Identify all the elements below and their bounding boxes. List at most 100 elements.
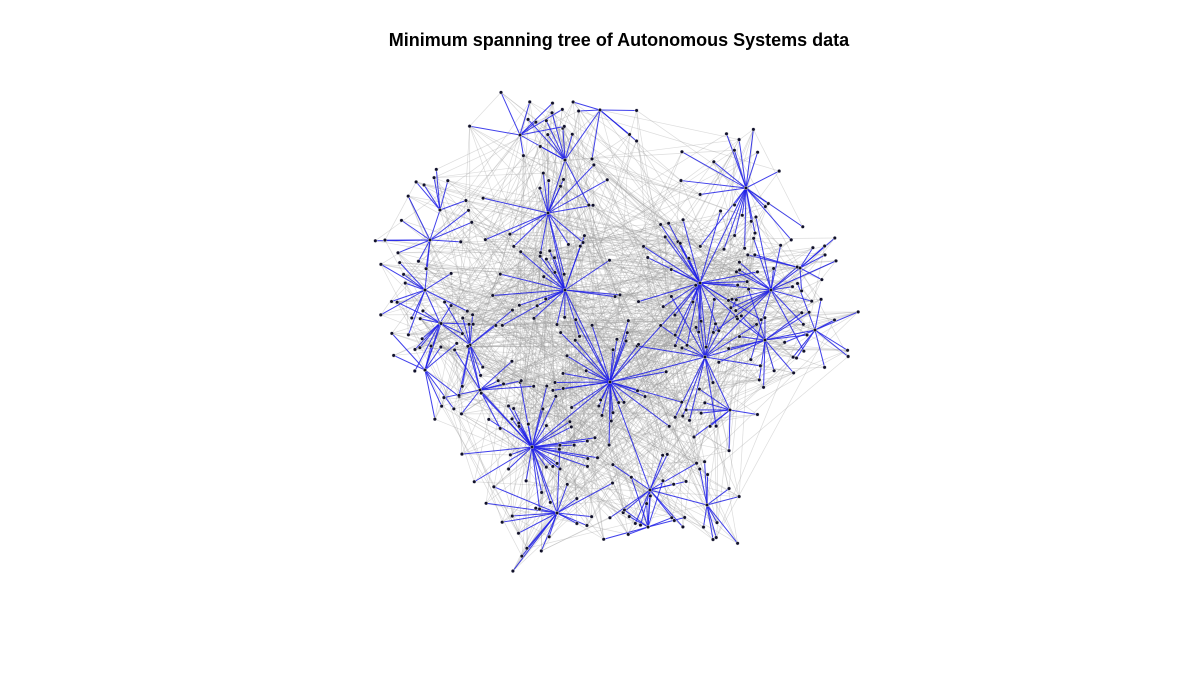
background-edge [533,318,605,540]
background-edge [403,274,628,334]
background-edge [460,237,835,243]
background-edge [666,317,766,455]
background-edge [380,210,469,265]
tree-edge [764,312,803,341]
background-edge [591,158,701,195]
background-edge [583,222,669,243]
tree-edge [609,489,651,519]
graph-node [550,101,555,106]
tree-edge [454,349,481,391]
graph-node [510,308,515,313]
background-edge [597,310,737,458]
background-edge [636,110,697,464]
graph-node [409,315,414,320]
background-edge [440,346,455,351]
tree-edge [792,329,816,358]
background-edge [556,324,649,528]
background-edge [563,126,676,316]
background-edge [472,314,587,372]
background-edge [715,290,802,427]
graph-node [832,235,837,240]
background-edge [419,347,568,357]
graph-node [396,250,401,255]
tree-edge [562,128,566,161]
graph-node [584,368,589,373]
background-edge [498,254,755,382]
tree-edge [543,276,566,291]
background-edge [520,251,719,332]
background-edge [695,284,762,321]
background-edge [519,251,522,383]
background-edge [482,366,611,383]
background-edge [492,252,541,296]
background-edge [753,129,804,227]
background-edge [593,164,808,336]
background-edge [435,169,481,376]
background-edge [763,357,797,388]
graph-node [442,300,447,305]
background-edge [468,210,535,319]
graph-node [508,452,513,457]
background-edge [512,254,748,311]
background-edge [547,127,564,135]
background-edge [594,437,625,511]
background-edge [479,389,668,455]
background-edge [536,305,705,462]
background-edge [685,268,774,482]
background-edge [643,246,752,360]
tree-edge [699,282,702,322]
tree-edge [469,314,474,346]
tree-edge [649,489,684,528]
graph-node [391,353,396,358]
graph-node [759,317,764,322]
background-edge [440,346,587,372]
graph-node [682,515,687,520]
background-edge [397,247,813,303]
background-edge [549,373,564,503]
tree-edge [533,289,566,319]
background-edge [520,276,545,381]
graph-node [526,422,531,427]
background-edge [418,260,556,383]
graph-node [595,455,600,460]
background-edge [485,101,531,240]
background-edge [539,285,696,510]
background-edge [513,155,524,409]
background-edge [606,179,785,343]
figure-title: Minimum spanning tree of Autonomous Syst… [388,30,850,50]
graph-node [589,514,594,519]
graph-node [566,242,571,247]
graph-node [490,293,495,298]
background-edge [712,382,718,523]
tree-edge [748,289,766,341]
graph-node [791,370,796,375]
graph-node [754,322,759,327]
background-edge [454,324,757,351]
background-edge [414,338,617,350]
tree-edge [564,289,621,296]
background-edge [444,186,561,303]
tree-edge [564,289,611,383]
graph-node [728,408,733,413]
graph-node [555,461,560,466]
background-edge [440,233,511,324]
graph-node [669,515,674,520]
background-edge [461,405,509,415]
background-edge [571,407,636,524]
graph-node [636,299,641,304]
tree-edge [629,516,649,528]
tree-edge [704,324,757,358]
graph-node [544,257,549,262]
background-edge [501,140,637,523]
background-edge [469,125,737,273]
background-edge [391,330,719,334]
background-edge [520,251,541,257]
background-edge [502,314,675,326]
background-edge [424,289,603,416]
background-edge [586,323,716,526]
background-edge [548,180,605,540]
tree-edge [548,512,558,537]
background-edge [528,257,555,425]
graph-node [558,184,563,189]
background-edge [644,129,754,397]
